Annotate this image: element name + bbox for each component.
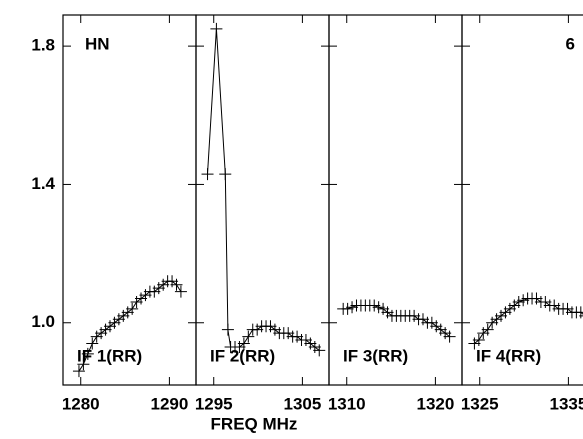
x-tick-label: 1305 [283,394,321,413]
data-point [219,168,232,181]
panel-frame [461,14,583,386]
annotation: 6 [566,34,575,53]
annotation: HN [85,34,110,53]
data-point [481,323,494,336]
y-tick-label: 1.8 [31,36,55,55]
data-point [210,22,223,35]
data-point [77,358,90,371]
data-point [579,315,583,317]
data-point [221,323,234,336]
x-tick-label: 1295 [195,394,233,413]
panel-label: IF 4(RR) [476,346,541,365]
data-point [237,337,250,350]
x-tick-label: 1325 [461,394,499,413]
panel-frame [62,14,197,386]
y-tick-label: 1.4 [31,174,55,193]
x-tick-label: 1290 [150,394,188,413]
data-point [443,330,456,343]
data-point [72,365,85,378]
data-point [242,330,255,343]
y-tick-label: 1.0 [31,312,55,331]
panel-label: IF 2(RR) [210,346,275,365]
data-line [207,28,320,351]
data-point [81,347,94,360]
x-axis-label: FREQ MHz [211,414,298,433]
data-point [574,306,583,319]
data-point [170,278,183,291]
data-line [78,280,182,372]
data-point [174,285,187,298]
x-tick-label: 1280 [62,394,100,413]
data-point [86,337,99,350]
data-point [472,334,485,347]
data-point [126,302,139,315]
x-tick-label: 1310 [328,394,366,413]
data-point [201,168,214,181]
data-point [313,344,326,357]
data-line [474,298,583,344]
x-tick-label: 1320 [416,394,454,413]
panel-label: IF 1(RR) [77,346,142,365]
panel-label: IF 3(RR) [343,346,408,365]
x-tick-label: 1335 [549,394,583,413]
